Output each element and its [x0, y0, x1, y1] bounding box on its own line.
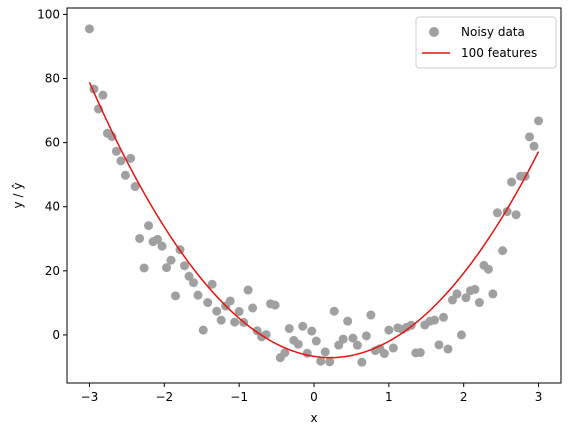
x-tick-label: −3	[81, 390, 99, 404]
data-point	[343, 316, 353, 326]
data-point	[492, 208, 502, 218]
data-point	[361, 331, 371, 341]
data-point	[352, 340, 362, 350]
data-point	[153, 234, 163, 244]
data-point	[511, 210, 521, 220]
data-point	[293, 339, 303, 349]
data-point	[116, 156, 126, 166]
data-point	[180, 261, 190, 271]
data-point	[316, 356, 326, 366]
data-point	[212, 306, 222, 316]
data-point	[348, 333, 358, 343]
data-point	[130, 182, 140, 192]
data-point	[243, 285, 253, 295]
data-point	[438, 312, 448, 322]
x-tick-label: 2	[460, 390, 468, 404]
y-axis-label: y / ŷ	[11, 183, 25, 209]
x-tick-label: −2	[155, 390, 173, 404]
legend: Noisy data 100 features	[415, 16, 557, 69]
x-axis-label: x	[310, 411, 317, 425]
data-point	[470, 284, 480, 294]
y-tick-label: 40	[45, 200, 60, 214]
data-point	[193, 290, 203, 300]
data-point	[84, 24, 94, 34]
legend-label-noisy-data: Noisy data	[461, 25, 525, 39]
data-point	[184, 271, 194, 281]
legend-label-100-features: 100 features	[461, 46, 537, 60]
data-point	[456, 330, 466, 340]
data-point	[120, 170, 130, 180]
data-point	[498, 246, 508, 256]
data-point	[434, 340, 444, 350]
data-point	[320, 347, 330, 357]
data-point	[488, 289, 498, 299]
data-point	[529, 141, 539, 151]
data-point	[384, 325, 394, 335]
data-point	[188, 278, 198, 288]
data-point	[379, 349, 389, 359]
data-point	[225, 296, 235, 306]
data-point	[534, 116, 544, 126]
data-point	[216, 315, 226, 325]
y-tick-label: 60	[45, 136, 60, 150]
y-tick-label: 100	[37, 7, 60, 21]
data-point	[139, 263, 149, 273]
data-point	[525, 132, 535, 142]
data-point	[298, 321, 308, 331]
data-point	[325, 357, 335, 367]
ticks: −3 −2 −1 0 1 2 3 0 20 40 60 80 100	[37, 7, 542, 404]
data-point	[270, 300, 280, 310]
data-point	[198, 325, 208, 335]
x-tick-label: 3	[535, 390, 543, 404]
data-point	[157, 241, 167, 251]
data-point	[483, 264, 493, 274]
data-point	[338, 334, 348, 344]
x-tick-label: 1	[385, 390, 393, 404]
data-point	[452, 289, 462, 299]
data-point	[366, 310, 376, 320]
data-point	[135, 233, 145, 243]
data-point	[474, 298, 484, 308]
data-point	[207, 279, 217, 289]
legend-box	[415, 16, 557, 69]
data-point	[357, 357, 367, 367]
data-point	[280, 348, 290, 358]
legend-marker-noisy-data	[429, 27, 439, 37]
data-point	[311, 336, 321, 346]
data-point	[144, 221, 154, 231]
data-point	[307, 326, 317, 336]
y-tick-label: 20	[45, 264, 60, 278]
data-point	[248, 303, 258, 313]
data-point	[461, 293, 471, 303]
data-point	[162, 263, 172, 273]
data-point	[507, 177, 517, 187]
data-point	[98, 90, 108, 100]
x-tick-label: 0	[310, 390, 318, 404]
data-point	[443, 344, 453, 354]
data-point	[388, 343, 398, 353]
fit-line	[88, 82, 540, 359]
data-point	[430, 315, 440, 325]
data-point	[203, 298, 213, 308]
data-point	[415, 348, 425, 358]
data-point	[126, 153, 136, 163]
data-point	[166, 255, 176, 265]
data-point	[230, 317, 240, 327]
data-point	[234, 307, 244, 317]
plot-area	[84, 24, 544, 367]
x-tick-label: −1	[230, 390, 248, 404]
data-point	[171, 291, 181, 301]
data-point	[284, 324, 294, 334]
data-point	[111, 146, 121, 156]
y-tick-label: 80	[45, 72, 60, 86]
y-tick-label: 0	[52, 328, 60, 342]
data-point	[329, 306, 339, 316]
